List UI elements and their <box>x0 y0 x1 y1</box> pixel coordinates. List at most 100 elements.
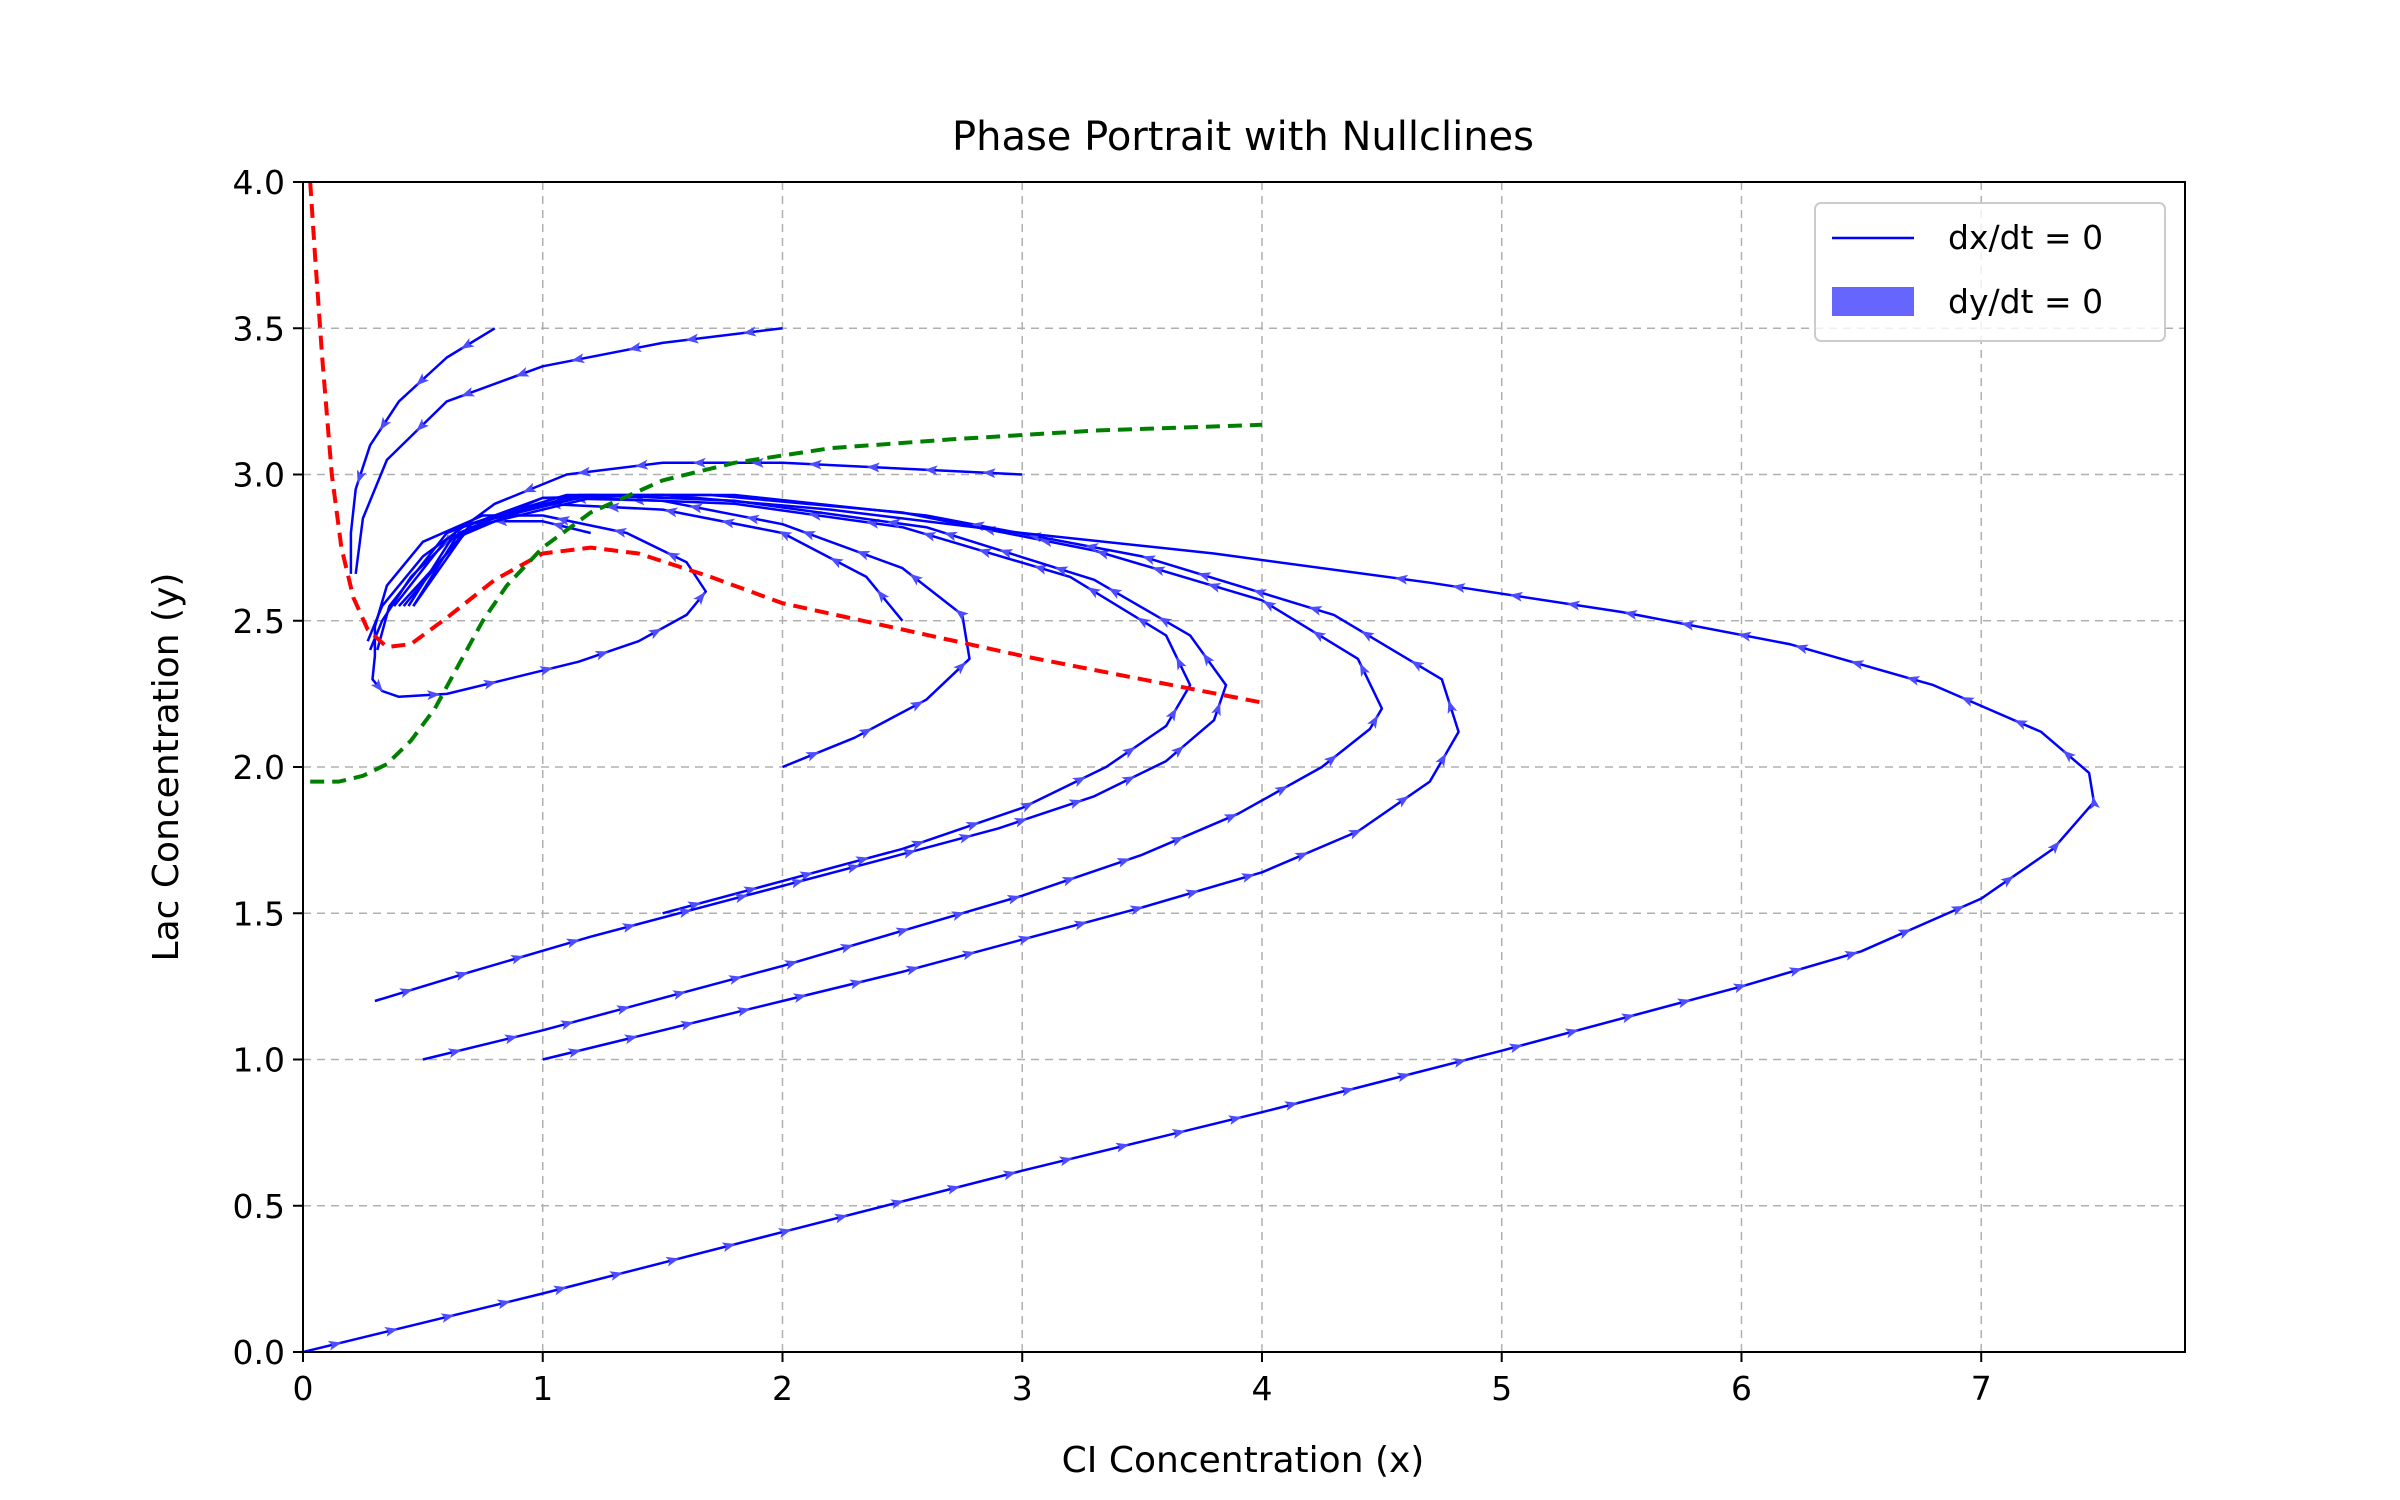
flow-arrow <box>672 990 687 1001</box>
trajectory-7 <box>393 502 904 622</box>
flow-arrow <box>958 833 973 844</box>
flow-arrow <box>616 1005 631 1016</box>
flow-arrow <box>1085 543 1099 553</box>
flow-arrow <box>1620 1013 1635 1024</box>
flow-arrow <box>447 1048 462 1059</box>
flow-arrow <box>552 521 566 532</box>
flow-arrow <box>790 878 805 889</box>
y-tick-label: 4.0 <box>233 163 285 202</box>
flow-arrow <box>1170 836 1185 847</box>
flow-arrow <box>1452 1058 1467 1068</box>
y-tick-label: 3.0 <box>233 456 285 495</box>
flow-arrow <box>416 418 430 432</box>
flow-arrow <box>689 503 703 514</box>
flow-arrow <box>1732 983 1747 994</box>
flow-arrow <box>1121 746 1136 759</box>
flow-arrow <box>1312 631 1327 643</box>
flow-arrow <box>802 531 817 541</box>
x-tick-label: 0 <box>293 1369 314 1408</box>
flow-arrow <box>846 863 861 874</box>
trajectory-9 <box>374 493 1228 1003</box>
flow-arrow <box>1017 935 1032 946</box>
flow-arrow <box>379 416 392 431</box>
flow-arrow <box>623 1034 638 1045</box>
axis-ticks: 0 1 2 3 4 5 6 7 0.0 0.5 1.0 1.5 2.0 2.5 3.0 3.5 4.0 <box>233 163 1992 1408</box>
flow-arrow <box>1165 707 1177 722</box>
flow-arrow <box>1211 702 1221 717</box>
chart-title: Phase Portrait with Nullclines <box>952 114 1534 160</box>
flow-arrow <box>628 342 642 352</box>
flow-arrow <box>1202 653 1215 667</box>
y-tick-label: 1.5 <box>233 894 285 933</box>
flow-arrow <box>384 1327 399 1337</box>
flow-arrow <box>1142 555 1157 566</box>
flow-arrow <box>855 856 870 867</box>
trajectory-12 <box>303 493 2096 1352</box>
flow-arrow <box>687 901 702 912</box>
flow-arrow <box>1033 564 1048 575</box>
flow-arrow <box>777 1228 792 1238</box>
flow-arrow <box>1347 829 1362 840</box>
flow-arrow <box>1136 617 1151 629</box>
flow-arrow <box>460 337 475 350</box>
flow-arrow <box>665 1256 680 1267</box>
flow-arrow <box>416 373 430 386</box>
flow-arrow <box>1068 799 1083 809</box>
flow-arrow <box>461 386 476 397</box>
x-tick-label: 2 <box>772 1369 793 1408</box>
flow-arrow <box>890 1199 905 1210</box>
flow-arrow <box>743 886 758 897</box>
flow-arrow <box>909 701 924 712</box>
flow-arrow <box>1435 753 1447 768</box>
flow-arrow <box>1170 745 1185 758</box>
flow-arrow <box>560 1020 575 1031</box>
flow-arrow <box>1054 566 1069 577</box>
flow-arrow <box>1228 1115 1242 1126</box>
flow-arrow <box>1566 600 1581 611</box>
flow-arrow <box>808 459 822 470</box>
flow-arrow <box>515 367 530 377</box>
flow-arrow <box>1897 929 1912 940</box>
flow-arrow <box>829 557 844 569</box>
flow-arrow <box>685 333 699 344</box>
flow-arrow <box>1395 795 1410 808</box>
flow-arrow <box>1509 591 1524 602</box>
flow-arrow <box>1447 700 1458 715</box>
flow-arrow <box>426 690 441 701</box>
flow-arrow <box>1223 814 1238 824</box>
flow-arrow <box>1087 587 1102 599</box>
flow-arrow <box>693 592 706 606</box>
flow-arrow <box>982 468 996 479</box>
flow-arrow <box>1676 998 1691 1009</box>
flow-arrow <box>953 661 967 675</box>
flow-arrow <box>621 923 636 933</box>
flow-arrow <box>1367 715 1379 729</box>
flow-arrow <box>1013 817 1028 828</box>
flow-arrow <box>522 482 537 493</box>
flow-arrow <box>750 457 764 468</box>
flow-arrow <box>2047 841 2060 855</box>
flow-arrow <box>1950 905 1965 916</box>
flow-arrow <box>692 457 706 468</box>
flow-arrow <box>745 514 760 525</box>
flow-arrow <box>1006 895 1021 905</box>
flow-arrow <box>565 938 580 949</box>
flow-arrow <box>1176 656 1187 671</box>
flow-arrow <box>866 462 880 473</box>
flow-arrow <box>1115 1142 1130 1153</box>
flow-arrow <box>1207 582 1222 593</box>
flow-arrow <box>2062 750 2076 763</box>
flow-arrow <box>839 943 854 954</box>
y-tick-label: 3.5 <box>233 309 285 348</box>
x-tick-label: 1 <box>532 1369 553 1408</box>
flow-arrow <box>1240 873 1255 883</box>
flow-arrow <box>399 988 413 998</box>
trajectory-2 <box>354 327 783 575</box>
flow-arrow <box>1158 617 1173 629</box>
y-tick-label: 2.0 <box>233 748 285 787</box>
flow-arrow <box>858 728 873 739</box>
flow-arrow <box>2000 876 2014 888</box>
flow-arrow <box>1129 905 1144 916</box>
flow-arrow <box>965 821 980 832</box>
